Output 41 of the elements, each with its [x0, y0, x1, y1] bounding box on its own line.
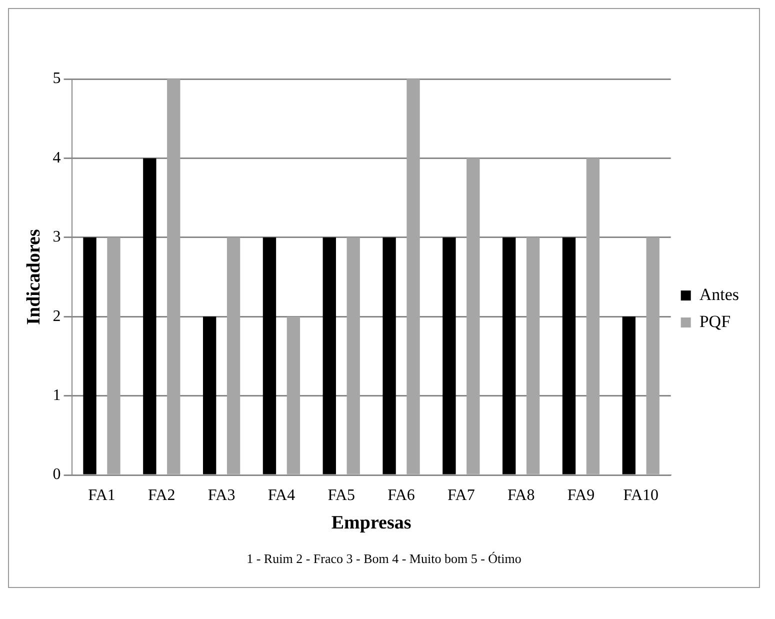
x-tick-label: FA5	[328, 486, 355, 504]
y-tick-label: 4	[52, 149, 61, 166]
y-axis-title: Indicadores	[23, 229, 44, 325]
bar	[502, 237, 516, 474]
x-axis-title: Empresas	[331, 512, 412, 534]
x-tick-label: FA3	[208, 486, 236, 504]
bar	[646, 237, 660, 474]
x-tick-label: FA6	[388, 486, 415, 504]
x-tick-label: FA4	[268, 486, 296, 504]
y-tick-label: 0	[52, 466, 61, 484]
bar	[143, 158, 156, 474]
bar	[382, 237, 396, 474]
bar	[442, 237, 456, 474]
x-tick-label: FA9	[567, 486, 595, 504]
x-tick-label: FA1	[88, 486, 116, 504]
x-tick-label: FA10	[623, 486, 659, 504]
bar	[466, 158, 480, 474]
bar	[83, 237, 96, 474]
bar	[406, 79, 420, 474]
bar	[586, 158, 600, 474]
bar	[226, 237, 240, 474]
legend-label: Antes	[699, 284, 740, 304]
bar	[562, 237, 576, 474]
bar	[286, 316, 300, 474]
bar	[262, 237, 276, 474]
y-tick-label: 2	[52, 308, 61, 325]
bar	[322, 237, 336, 474]
x-tick-label: FA8	[507, 486, 535, 504]
y-tick-label: 3	[52, 228, 61, 246]
x-tick-label: FA2	[148, 486, 176, 504]
text: 1 - Ruim 2 - Fraco 3 - Bom 4 - Muito bom 5 - Ótimo	[246, 551, 522, 567]
bar	[526, 237, 540, 474]
bar	[346, 237, 360, 474]
y-tick-label: 1	[52, 387, 61, 404]
bar	[167, 79, 180, 474]
x-tick-label: FA7	[448, 486, 475, 504]
y-tick-label: 5	[52, 70, 61, 88]
bar	[107, 237, 120, 474]
bar	[622, 316, 636, 474]
bar	[202, 316, 216, 474]
legend-label: PQF	[699, 312, 731, 331]
